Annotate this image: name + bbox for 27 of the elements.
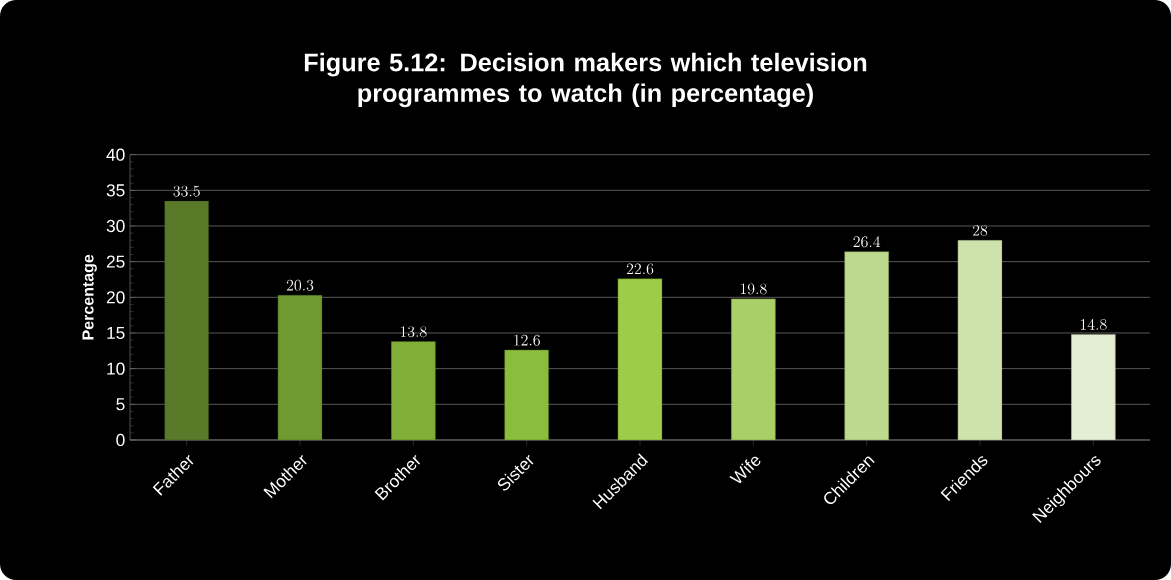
chart-title: Figure 5.12: Decision makers which television programmes to watch (in percentage): [304, 52, 867, 108]
data-label: 20.3: [286, 279, 314, 291]
data-label: 14.8: [1080, 318, 1107, 331]
y-tick-label: 35: [106, 184, 125, 197]
y-tick-label: 20: [106, 291, 125, 304]
data-label: 22.6: [626, 263, 654, 275]
x-tick-label: Wife: [729, 456, 761, 484]
data-label: 33.5: [173, 185, 200, 197]
bar: [957, 239, 1003, 440]
data-label: 26.4: [853, 236, 881, 248]
y-tick-label: 15: [107, 326, 125, 340]
y-tick-label: 30: [106, 219, 125, 233]
bar: [391, 341, 436, 440]
data-label: 12.6: [514, 334, 540, 346]
bar: [731, 298, 776, 440]
y-tick-label: 5: [116, 398, 125, 411]
y-tick-label: 0: [116, 433, 125, 447]
data-label: 28: [972, 224, 988, 236]
data-label: 19.8: [740, 283, 767, 295]
bar: [1071, 334, 1116, 440]
bar: [277, 294, 323, 440]
y-axis-title: Percentage: [82, 254, 97, 340]
y-tick-label: 40: [106, 148, 125, 161]
bar: [617, 278, 663, 440]
y-tick-label: 25: [106, 255, 125, 268]
data-label: 13.8: [400, 326, 427, 338]
y-tick-label: 10: [107, 362, 125, 375]
